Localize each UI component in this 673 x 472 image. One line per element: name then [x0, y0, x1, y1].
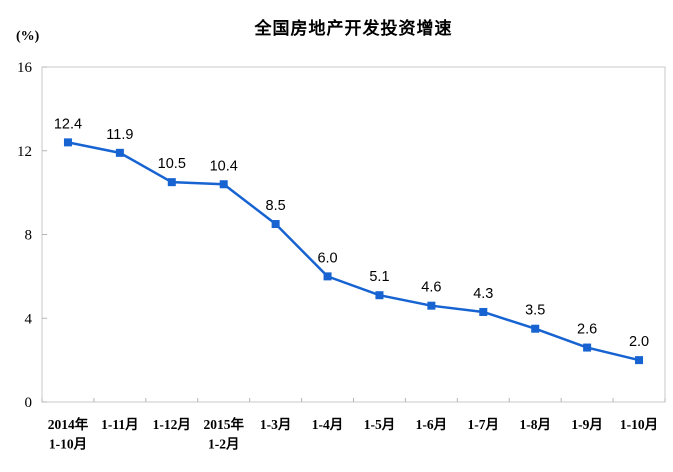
data-point-marker: [583, 343, 592, 352]
data-point-label: 6.0: [317, 250, 337, 266]
data-point-label: 10.4: [210, 158, 238, 174]
x-axis-tick-label: 1-7月: [468, 417, 500, 432]
y-axis-tick-label: 16: [17, 60, 33, 76]
data-point-label: 4.6: [421, 280, 441, 296]
y-axis-tick-label: 4: [25, 311, 33, 327]
x-axis-tick-label: 1-10月: [49, 437, 87, 452]
data-point-label: 4.3: [473, 286, 493, 302]
data-point-marker: [531, 324, 540, 333]
data-point-marker: [375, 291, 384, 300]
x-axis-tick-label: 1-6月: [416, 417, 448, 432]
data-point-label: 2.6: [577, 322, 597, 338]
x-axis-tick-label: 1-2月: [208, 437, 240, 452]
y-axis-tick-label: 0: [25, 395, 33, 411]
x-axis-tick-label: 1-10月: [620, 417, 658, 432]
x-axis-tick-label: 1-9月: [571, 417, 603, 432]
data-point-label: 11.9: [106, 127, 133, 143]
data-point-label: 2.0: [629, 334, 649, 350]
data-point-marker: [271, 220, 280, 229]
x-axis-tick-label: 2015年: [203, 416, 244, 432]
x-axis-tick-label: 2014年: [48, 416, 89, 432]
series-line: [66, 141, 641, 362]
data-point-marker: [167, 178, 176, 187]
y-axis-tick-label: 12: [17, 144, 32, 160]
data-point-label: 3.5: [525, 303, 545, 319]
y-axis-tick-label: 8: [25, 228, 33, 244]
data-point-marker: [635, 356, 644, 365]
data-point-label: 5.1: [369, 269, 389, 285]
data-point-marker: [219, 180, 228, 189]
data-point-marker: [115, 148, 124, 157]
x-axis-tick-label: 1-12月: [153, 417, 191, 432]
x-axis-tick-label: 1-8月: [519, 417, 551, 432]
data-point-label: 12.4: [54, 116, 82, 132]
plot-border: [41, 66, 666, 403]
x-axis-tick-label: 1-5月: [364, 417, 396, 432]
data-point-marker: [63, 138, 72, 147]
x-axis-tick-label: 1-4月: [312, 417, 344, 432]
y-axis-unit-label: (%): [16, 29, 40, 44]
data-point-marker: [427, 301, 436, 310]
data-point-label: 10.5: [158, 156, 186, 172]
data-point-marker: [323, 272, 332, 281]
data-point-marker: [479, 307, 488, 316]
x-axis-tick-label: 1-11月: [101, 417, 139, 432]
data-point-label: 8.5: [266, 198, 286, 214]
x-axis-tick-label: 1-3月: [260, 417, 292, 432]
chart-title: 全国房地产开发投资增速: [254, 19, 453, 38]
